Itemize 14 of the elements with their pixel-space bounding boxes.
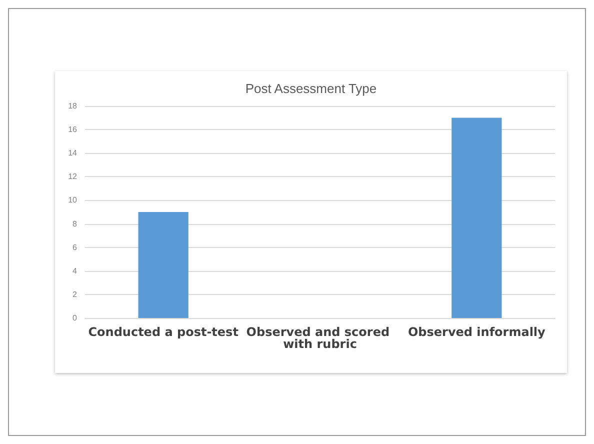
y-tick-label: 6 [72, 242, 78, 252]
x-tick-label: Observed and scored with rubric [246, 325, 394, 351]
y-tick-label: 14 [68, 148, 78, 158]
y-tick-label: 18 [68, 102, 78, 110]
y-tick-label: 12 [68, 172, 78, 182]
y-tick-label: 4 [72, 266, 78, 276]
x-tick-label: Conducted a post-test [88, 325, 239, 339]
y-tick-label: 8 [72, 219, 78, 228]
y-tick-label: 10 [68, 196, 78, 205]
x-tick-label: Observed informally [408, 325, 546, 339]
y-tick-label: 16 [68, 125, 78, 134]
chart-title: Post Assessment Type [245, 81, 377, 96]
y-tick-label: 0 [72, 314, 78, 322]
y-tick-label: 2 [72, 290, 78, 299]
